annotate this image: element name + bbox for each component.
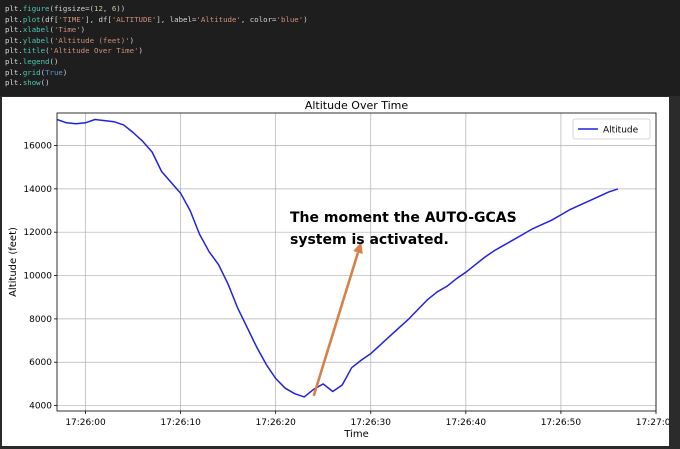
code-token: 'Altitude' <box>196 14 241 24</box>
code-token: ) <box>138 46 143 56</box>
code-token: ) <box>80 25 86 35</box>
x-tick-label: 17:26:10 <box>160 418 201 428</box>
code-token: )) <box>116 4 126 13</box>
code-line: plt.legend() <box>5 57 308 68</box>
code-token: grid <box>22 67 41 77</box>
code-line: plt.xlabel('Time') <box>5 25 308 36</box>
code-token: () <box>40 78 50 88</box>
code-token: , <box>102 4 112 13</box>
code-token: ( <box>49 25 54 35</box>
code-line: plt.ylabel('Altitude (feet)') <box>5 36 308 47</box>
code-token: 'TIME' <box>58 14 86 24</box>
y-tick-label: 12000 <box>23 228 52 238</box>
code-token: ], label= <box>156 14 197 24</box>
plot-frame <box>56 112 657 412</box>
code-token: plt. <box>5 35 23 45</box>
annotation-arrow-head <box>353 241 363 254</box>
code-token: ( <box>45 46 50 56</box>
x-tick-label: 17:26:20 <box>255 418 296 428</box>
x-axis-label: Time <box>343 429 368 440</box>
y-tick-label: 4000 <box>29 402 52 412</box>
chart-title: Altitude Over Time <box>305 99 409 112</box>
code-token: 'ALTITUDE' <box>111 14 157 24</box>
code-line: plt.plot(df['TIME'], df['ALTITUDE'], lab… <box>5 15 308 26</box>
code-token: 6 <box>111 4 117 13</box>
annotation-text: The moment the AUTO-GCAS <box>290 210 517 226</box>
code-token: ylabel <box>22 35 50 45</box>
code-token: ) <box>129 35 135 45</box>
code-token: (figsize=( <box>49 4 95 13</box>
code-token: ( <box>40 67 46 77</box>
code-line: plt.title('Altitude Over Time') <box>5 46 308 57</box>
code-token: plt. <box>5 46 23 56</box>
code-token: plt. <box>5 14 23 24</box>
code-line: plt.grid(True) <box>5 68 308 79</box>
altitude-chart: 17:26:00 17:26:10 17:26:20 17:26:30 17:26:40… <box>8 99 669 440</box>
y-tick-label: 8000 <box>29 315 52 325</box>
legend-box <box>572 118 651 140</box>
code-token: ( <box>49 35 54 45</box>
code-token: plot <box>22 14 41 24</box>
code-token: ], df[ <box>85 14 112 24</box>
code-token: ) <box>62 67 68 77</box>
y-tick-label: 10000 <box>23 272 52 282</box>
code-line: plt.figure(figsize=(12, 6)) <box>5 4 308 15</box>
code-token: plt. <box>5 25 23 35</box>
code-token: legend <box>22 56 50 66</box>
code-token: plt. <box>5 4 23 13</box>
y-axis-label: Altitude (feet) <box>8 227 19 297</box>
code-editor[interactable]: plt.figure(figsize=(12, 6)) plt.plot(df['… <box>5 4 308 89</box>
code-token: , color= <box>240 14 277 24</box>
code-token: figure <box>22 4 50 13</box>
code-token: xlabel <box>22 25 50 35</box>
y-tick-label: 14000 <box>23 185 52 195</box>
annotation-text: system is activated. <box>290 232 449 248</box>
code-token: 'Altitude Over Time' <box>49 46 139 56</box>
x-tick-label: 17:27:00 <box>636 418 669 428</box>
y-tick-label: 16000 <box>23 142 52 152</box>
code-token: show <box>22 78 41 88</box>
code-token: 'Time' <box>53 25 81 35</box>
code-token: plt. <box>5 67 23 77</box>
code-token: ) <box>303 14 308 24</box>
x-tick-label: 17:26:30 <box>351 418 392 428</box>
legend-label: Altitude <box>603 126 639 136</box>
x-tick-label: 17:26:50 <box>541 418 582 428</box>
y-tick-label: 6000 <box>29 358 52 368</box>
x-tick-label: 17:26:40 <box>446 418 487 428</box>
code-token: title <box>22 46 46 56</box>
code-token: 'blue' <box>276 14 304 24</box>
code-token: True <box>45 67 63 77</box>
plot-output: 17:26:00 17:26:10 17:26:20 17:26:30 17:26:40… <box>2 97 669 446</box>
code-token: () <box>49 56 59 66</box>
code-token: 'Altitude (feet)' <box>53 35 130 45</box>
x-tick-label: 17:26:00 <box>65 418 106 428</box>
code-line: plt.show() <box>5 78 308 89</box>
code-token: plt. <box>5 78 23 88</box>
code-cell[interactable]: plt.figure(figsize=(12, 6)) plt.plot(df['… <box>0 0 680 96</box>
series-line-altitude <box>56 118 619 398</box>
code-token: 12 <box>94 4 103 13</box>
code-token: plt. <box>5 56 23 66</box>
annotation-arrow-shaft <box>312 252 360 397</box>
code-token: (df[ <box>40 14 59 24</box>
